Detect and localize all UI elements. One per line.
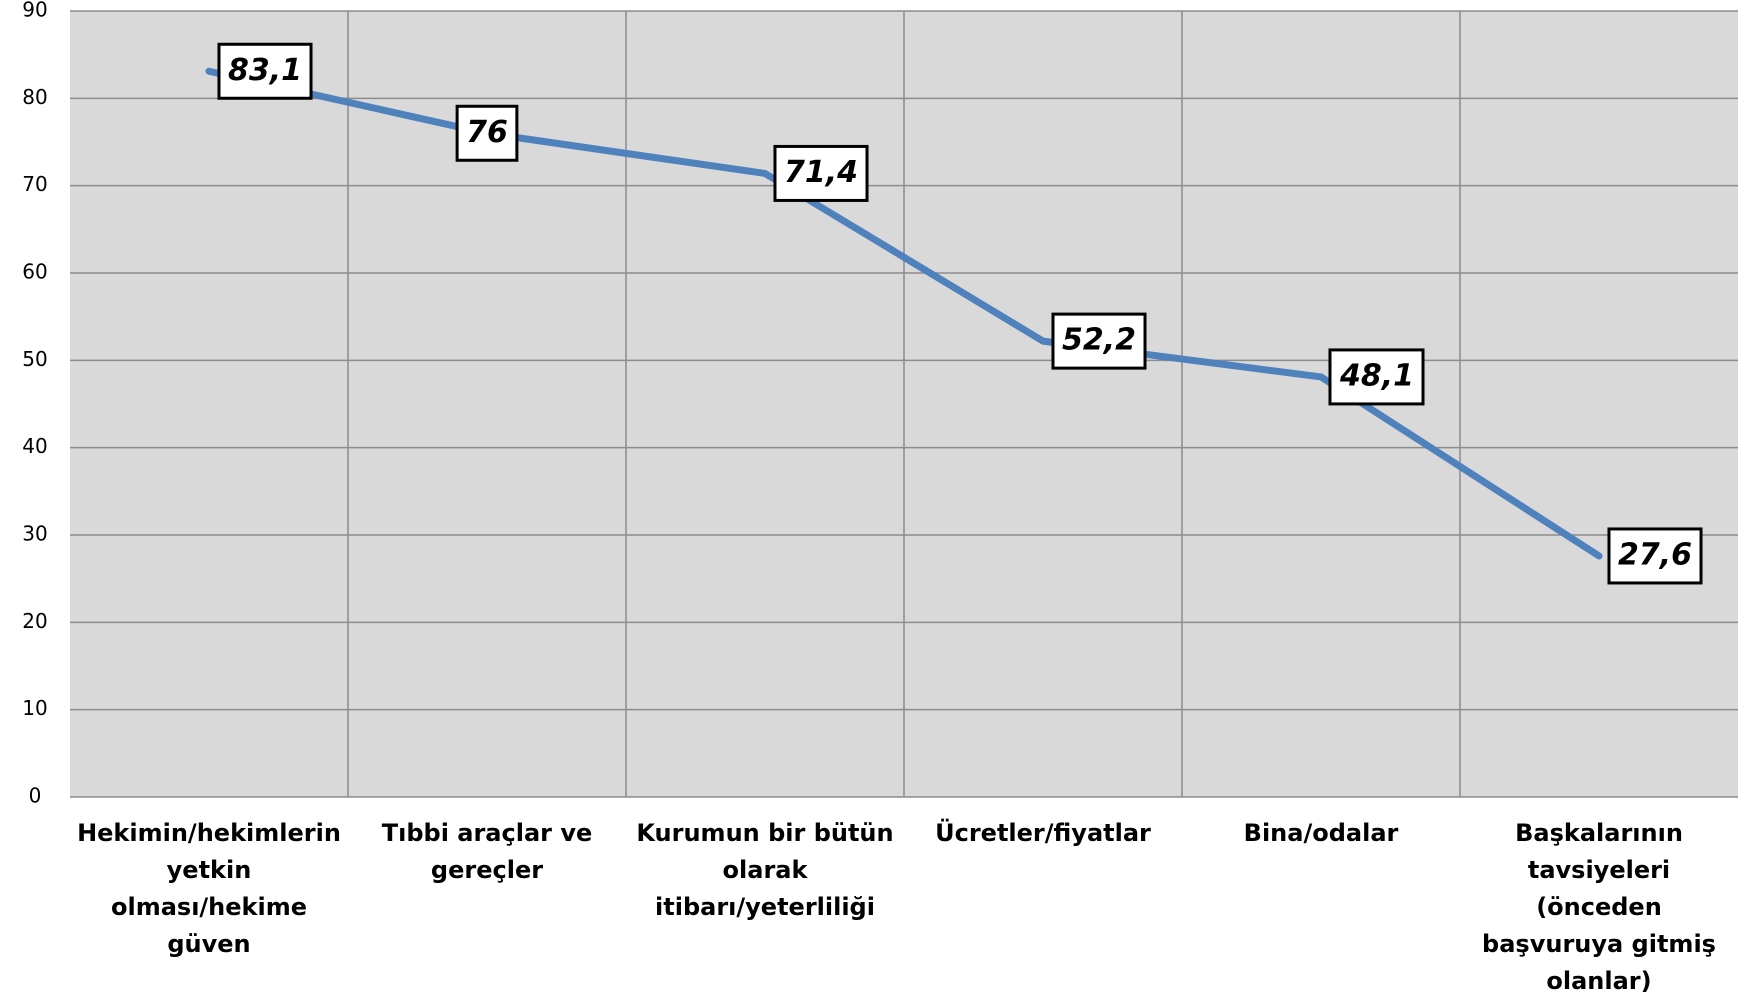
data-label-box [455,104,519,162]
y-tick-label: 10 [22,696,47,720]
x-tick-label: Bina/odalar [1243,819,1399,847]
y-tick-label: 60 [22,260,47,284]
y-tick-label: 70 [22,172,47,196]
x-tick-label: Hekimin/hekimlerin yetkin olması/hekime … [77,819,341,958]
data-label-box [1328,348,1425,406]
data-label-text: 76 [466,115,508,150]
data-label-box [217,42,313,100]
y-tick-label: 20 [22,609,47,633]
data-label-text: 83,1 [228,53,302,88]
x-tick-label: Ücretler/fiyatlar [935,819,1151,847]
y-tick-label: 80 [22,85,47,109]
y-tick-label: 0 [29,784,42,808]
x-tick-label: Başkalarının tavsiyeleri (önceden başvur… [1482,819,1716,995]
y-tick-label: 90 [22,0,47,22]
data-label-text: 48,1 [1339,358,1414,393]
data-label-box [1051,312,1147,370]
x-tick-label: Tıbbi araçlar ve gereçler [381,819,593,884]
data-label-text: 27,6 [1618,537,1692,572]
data-label-box [773,144,869,202]
page: 0 10 20 30 40 50 60 70 80 90 83,1 76 71,4 52,2 48,1 27,… [22,0,1738,995]
y-tick-label: 50 [22,347,47,371]
data-label: 71,4 [773,144,869,202]
data-label: 76 [455,104,519,162]
data-label-text: 52,2 [1062,323,1136,358]
data-line [205,67,1603,560]
data-label: 83,1 [217,42,313,100]
data-label: 52,2 [1051,312,1147,370]
chart: 0 10 20 30 40 50 60 70 80 90 83,1 76 71,4 52,2 48,1 27,… [22,0,1738,808]
y-tick-label: 40 [22,434,47,458]
data-label-box [1607,527,1703,585]
y-tick-label: 30 [22,522,47,546]
data-label-text: 71,4 [784,155,858,190]
data-label: 48,1 [1328,348,1425,406]
x-tick-label: Kurumun bir bütün olarak itibarı/yeterli… [636,819,894,921]
data-label: 27,6 [1607,527,1703,585]
